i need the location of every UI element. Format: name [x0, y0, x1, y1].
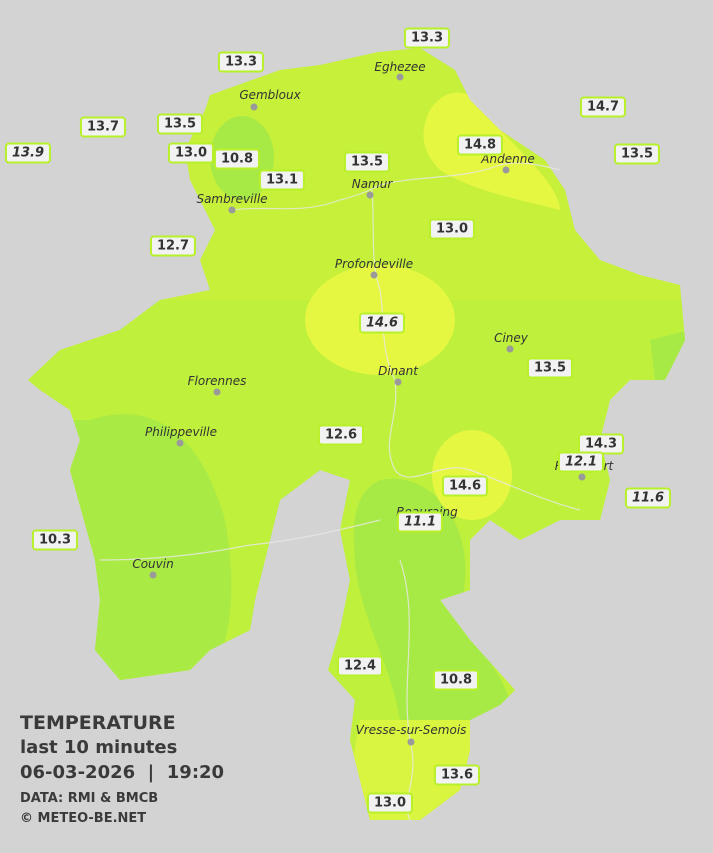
- station-value: 12.7: [149, 235, 197, 257]
- station-value: 13.5: [156, 113, 204, 135]
- city-dot: [176, 439, 184, 447]
- city-label: Profondeville: [334, 257, 414, 271]
- station-value: 14.6: [358, 312, 406, 334]
- city-dot: [370, 271, 378, 279]
- station-value: 13.0: [366, 792, 414, 814]
- city-dot: [578, 473, 586, 481]
- station-value: 13.5: [526, 357, 574, 379]
- city-dot: [506, 345, 514, 353]
- city-dot: [394, 378, 402, 386]
- station-value: 14.7: [579, 96, 627, 118]
- station-value: 13.0: [428, 218, 476, 240]
- station-value: 10.8: [213, 148, 261, 170]
- city-dot: [250, 103, 258, 111]
- station-value: 13.3: [403, 27, 451, 49]
- city-dot: [228, 206, 236, 214]
- station-value: 13.0: [167, 142, 215, 164]
- legend-subtitle: last 10 minutes: [20, 737, 178, 758]
- station-value: 14.6: [441, 475, 489, 497]
- city-label: Sambreville: [196, 192, 268, 206]
- station-value: 10.8: [432, 669, 480, 691]
- city-dot: [396, 73, 404, 81]
- city-label: Ciney: [494, 331, 528, 345]
- station-value: 13.1: [258, 169, 306, 191]
- city-label: Dinant: [378, 364, 418, 378]
- city-dot: [407, 738, 415, 746]
- city-dot: [213, 388, 221, 396]
- city-label: Gembloux: [239, 88, 301, 102]
- city-dot: [366, 191, 374, 199]
- city-label: Couvin: [132, 557, 174, 571]
- legend-title: TEMPERATURE: [20, 712, 176, 734]
- station-value: 13.3: [217, 51, 265, 73]
- city-dot: [149, 571, 157, 579]
- station-value: 13.5: [613, 143, 661, 165]
- station-value: 11.6: [624, 487, 672, 509]
- station-value: 12.4: [336, 655, 384, 677]
- station-value: 13.9: [4, 142, 52, 164]
- station-value: 13.6: [433, 764, 481, 786]
- legend-copyright: © METEO-BE.NET: [20, 811, 147, 826]
- station-value: 13.5: [343, 151, 391, 173]
- legend-source: DATA: RMI & BMCB: [20, 791, 159, 806]
- city-label: Florennes: [187, 374, 247, 388]
- station-value: 13.7: [79, 116, 127, 138]
- station-value: 10.3: [31, 529, 79, 551]
- station-value: 12.1: [557, 451, 605, 473]
- city-label: Andenne: [481, 152, 535, 166]
- legend-datetime: 06-03-2026 | 19:20: [20, 762, 225, 783]
- city-dot: [502, 166, 510, 174]
- rivers: [99, 162, 581, 821]
- station-value: 12.6: [317, 424, 365, 446]
- city-label: Namur: [351, 177, 393, 191]
- station-value: 14.8: [456, 134, 504, 156]
- station-value: 11.1: [396, 511, 444, 533]
- city-label: Eghezee: [374, 60, 426, 74]
- city-label: Philippeville: [145, 425, 217, 439]
- city-label: Vresse-sur-Semois: [355, 723, 467, 737]
